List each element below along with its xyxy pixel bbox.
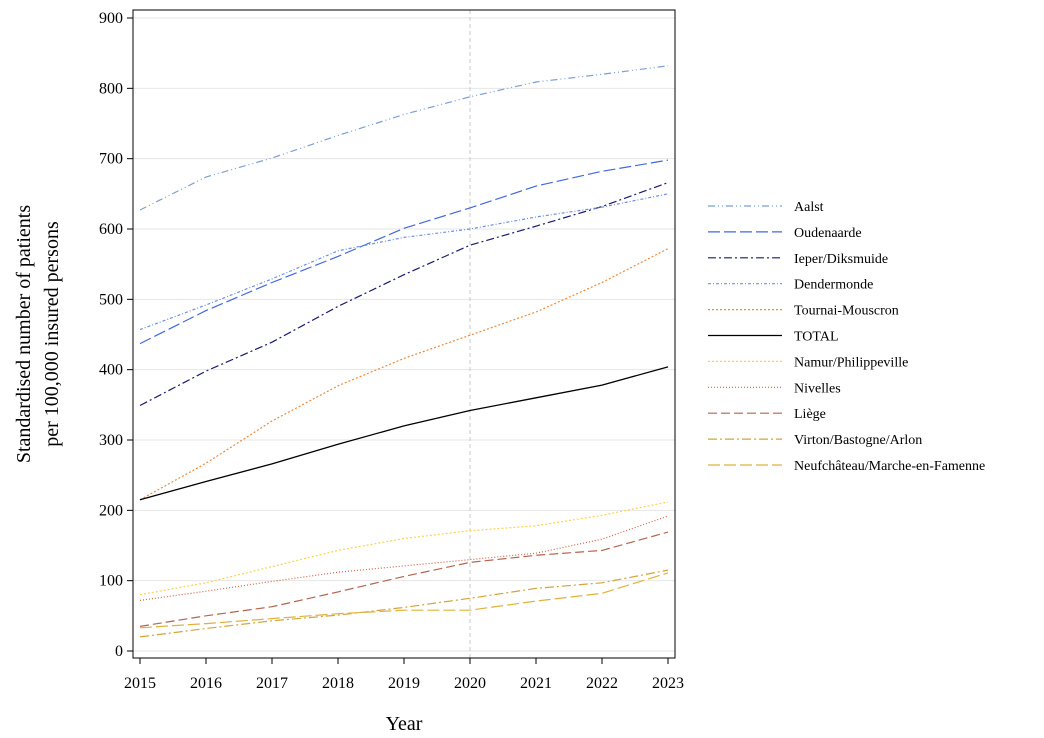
legend-label-3: Dendermonde bbox=[794, 278, 873, 293]
y-tick-label: 0 bbox=[115, 643, 123, 660]
x-tick-label: 2015 bbox=[124, 675, 156, 692]
x-tick-label: 2020 bbox=[454, 675, 486, 692]
y-tick-label: 300 bbox=[99, 432, 123, 449]
series-line-2 bbox=[139, 182, 669, 407]
x-tick-label: 2023 bbox=[652, 675, 684, 692]
y-axis-title-line-1: Standardised number of patients bbox=[13, 205, 35, 463]
x-tick-label: 2018 bbox=[322, 675, 354, 692]
x-tick-label: 2021 bbox=[520, 675, 552, 692]
series-line-9 bbox=[139, 569, 669, 638]
y-tick-label: 800 bbox=[99, 80, 123, 97]
legend-label-6: Namur/Philippeville bbox=[794, 355, 908, 370]
legend: Aalst Oudenaarde Ieper/Diksmuide Dendermond… bbox=[708, 200, 985, 474]
y-tick-label: 600 bbox=[99, 221, 123, 238]
series-line-1 bbox=[139, 159, 669, 345]
series-line-8 bbox=[139, 531, 669, 627]
y-axis: 0 100 200 300 400 500 600 700 800 900 bbox=[99, 10, 133, 660]
x-tick-label: 2016 bbox=[190, 675, 222, 692]
x-tick-label: 2017 bbox=[256, 675, 288, 692]
series-line-10 bbox=[139, 572, 669, 629]
y-tick-label: 500 bbox=[99, 291, 123, 308]
series-line-3 bbox=[139, 193, 669, 331]
legend-label-1: Oudenaarde bbox=[794, 226, 862, 241]
x-axis-title: Year bbox=[386, 713, 423, 735]
x-tick-label: 2019 bbox=[388, 675, 420, 692]
plot-area-frame bbox=[132, 9, 676, 659]
series-line-4 bbox=[139, 248, 669, 501]
series-line-7 bbox=[139, 515, 669, 601]
series-lines bbox=[139, 65, 669, 638]
y-tick-label: 100 bbox=[99, 573, 123, 590]
series-line-5 bbox=[139, 366, 669, 501]
y-tick-label: 900 bbox=[99, 10, 123, 27]
legend-label-2: Ieper/Diksmuide bbox=[794, 252, 888, 267]
x-axis: 2015 2016 2017 2018 2019 2020 2021 2022 2023 bbox=[124, 658, 684, 692]
legend-label-0: Aalst bbox=[794, 200, 824, 215]
series-line-6 bbox=[139, 501, 669, 596]
legend-label-4: Tournai-Mouscron bbox=[794, 304, 899, 319]
y-tick-label: 200 bbox=[99, 502, 123, 519]
x-tick-label: 2022 bbox=[586, 675, 618, 692]
y-tick-label: 400 bbox=[99, 362, 123, 379]
legend-label-7: Nivelles bbox=[794, 381, 841, 396]
y-axis-title-line-2: per 100,000 insured persons bbox=[41, 221, 63, 447]
y-tick-label: 700 bbox=[99, 151, 123, 168]
gridlines bbox=[133, 17, 675, 652]
legend-label-8: Liège bbox=[794, 407, 826, 422]
series-line-0 bbox=[139, 65, 669, 211]
legend-label-5: TOTAL bbox=[794, 330, 839, 345]
legend-label-9: Virton/Bastogne/Arlon bbox=[794, 433, 922, 448]
legend-label-10: Neufchâteau/Marche-en-Famenne bbox=[794, 459, 985, 474]
